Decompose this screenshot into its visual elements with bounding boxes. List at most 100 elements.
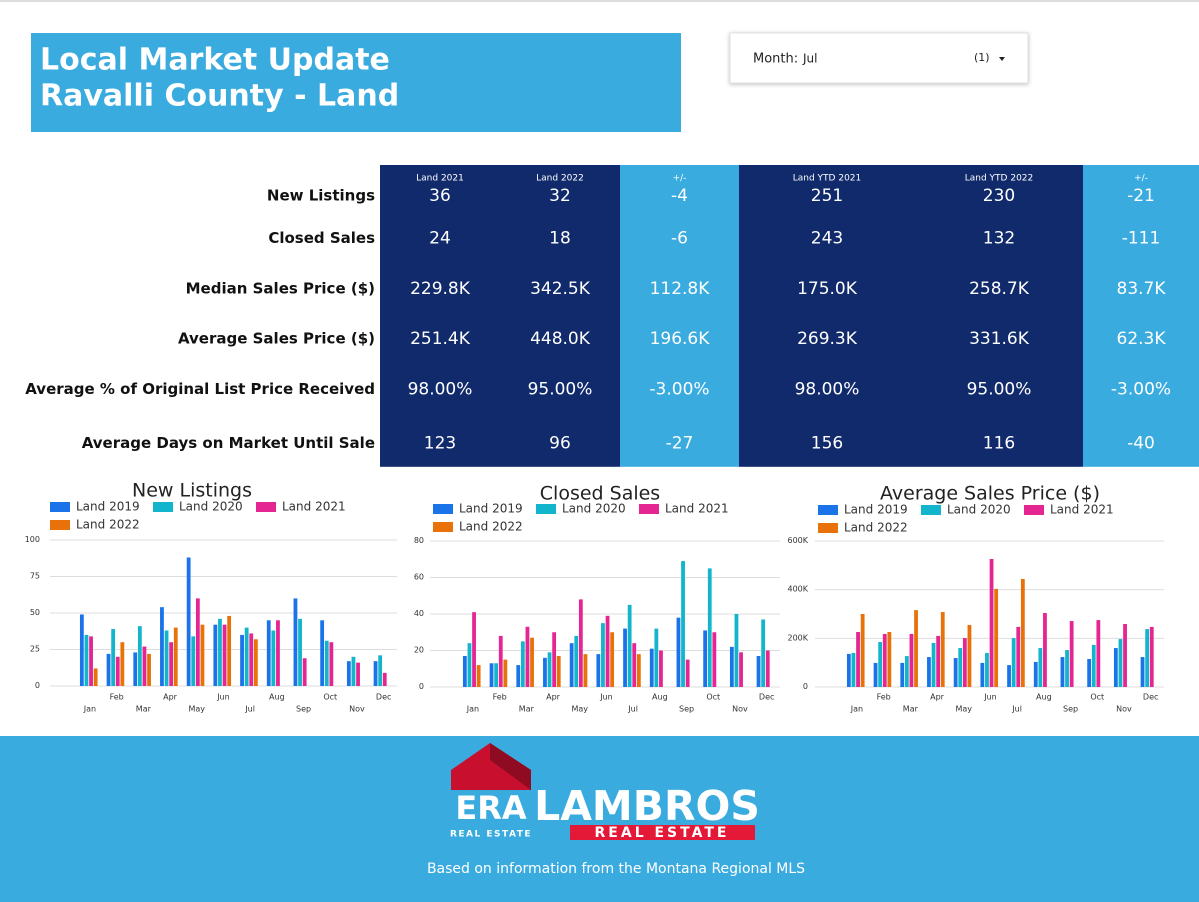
- bar: [596, 654, 601, 687]
- chart-title: New Listings: [132, 480, 252, 502]
- table-cell: 132: [983, 228, 1015, 248]
- legend-swatch: [818, 523, 838, 533]
- footer-band: [0, 736, 1199, 902]
- bar: [467, 643, 472, 687]
- x-tick-label: May: [571, 705, 588, 714]
- y-tick-label: 75: [30, 572, 40, 581]
- legend-label: Land 2019: [844, 503, 908, 517]
- table-cell: 258.7K: [969, 279, 1030, 299]
- table-column-bg: [380, 165, 500, 467]
- bar: [851, 652, 856, 687]
- table-cell: -4: [671, 186, 688, 206]
- header-banner: [31, 33, 681, 132]
- y-tick-label: 600K: [787, 536, 808, 545]
- bar: [324, 640, 329, 686]
- logo-era-sub: REAL ESTATE: [450, 830, 532, 840]
- legend-swatch: [50, 520, 70, 530]
- table-cell: 243: [811, 228, 843, 248]
- bar: [1091, 644, 1096, 687]
- table-cell: 62.3K: [1117, 329, 1167, 349]
- column-header: +/-: [673, 174, 687, 184]
- bar: [556, 655, 561, 687]
- bar: [601, 623, 605, 687]
- bar: [632, 643, 637, 687]
- bar: [739, 652, 743, 687]
- bar: [654, 628, 659, 687]
- table-cell: 156: [811, 434, 843, 454]
- filter-box[interactable]: [729, 32, 1029, 84]
- legend-swatch: [921, 505, 941, 515]
- x-tick-label: Jun: [983, 693, 997, 702]
- bar: [1069, 621, 1074, 687]
- bar: [218, 618, 222, 686]
- bar: [1140, 657, 1145, 687]
- bar: [967, 624, 972, 687]
- row-label: Median Sales Price ($): [186, 279, 375, 297]
- legend-label: Land 2021: [1050, 503, 1114, 517]
- x-tick-label: Jul: [627, 705, 638, 714]
- table-cell: 331.6K: [969, 329, 1030, 349]
- column-header: Land YTD 2022: [965, 174, 1034, 184]
- table-cell: 95.00%: [528, 379, 593, 399]
- legend-label: Land 2019: [76, 500, 140, 514]
- y-tick-label: 80: [414, 536, 424, 545]
- bar: [164, 630, 169, 686]
- bar: [909, 633, 914, 687]
- bar: [1113, 648, 1118, 687]
- bar: [1043, 613, 1047, 687]
- month-filter[interactable]: Month: Jul (1): [729, 32, 1029, 84]
- bar: [953, 658, 958, 687]
- x-tick-label: Jun: [216, 693, 230, 702]
- bar: [160, 607, 164, 686]
- bar: [712, 632, 717, 687]
- x-tick-label: Aug: [652, 693, 668, 702]
- bar: [79, 614, 84, 686]
- bar: [137, 626, 142, 686]
- y-tick-label: 60: [414, 573, 424, 582]
- table-cell: 18: [549, 228, 571, 248]
- table-cell: -6: [671, 228, 688, 248]
- bar: [873, 662, 878, 687]
- y-tick-label: 0: [803, 682, 808, 691]
- bar: [649, 648, 654, 687]
- logo-house: [451, 743, 531, 790]
- bar: [1033, 661, 1038, 687]
- legend-label: Land 2022: [76, 518, 140, 532]
- bar: [685, 659, 690, 687]
- bar: [169, 642, 174, 686]
- x-tick-label: Apr: [546, 693, 561, 702]
- table-cell: 175.0K: [797, 279, 858, 299]
- column-header: Land 2022: [536, 174, 584, 184]
- bar: [1087, 659, 1092, 687]
- legend-swatch: [818, 505, 838, 515]
- x-tick-label: Feb: [493, 693, 507, 702]
- legend-swatch: [536, 504, 556, 514]
- bar: [761, 619, 766, 687]
- bar: [373, 661, 378, 686]
- bar: [707, 568, 712, 687]
- bar: [240, 634, 244, 686]
- bar: [293, 598, 298, 686]
- bar: [610, 632, 615, 687]
- y-tick-label: 25: [30, 645, 40, 654]
- legend-swatch: [153, 502, 173, 512]
- filter-value: Jul: [802, 52, 817, 66]
- bar: [356, 662, 360, 686]
- bar: [940, 612, 945, 687]
- x-tick-label: Oct: [1090, 693, 1104, 702]
- row-label: Average Sales Price ($): [178, 330, 375, 348]
- table-cell: 251.4K: [410, 329, 471, 349]
- x-tick-label: Dec: [759, 693, 774, 702]
- bar: [525, 626, 530, 687]
- table-cell: 123: [424, 434, 456, 454]
- table-cell: 196.6K: [650, 329, 711, 349]
- table-cell: 116: [983, 434, 1015, 454]
- bar: [1038, 648, 1043, 687]
- y-tick-label: 200K: [787, 633, 808, 642]
- bar: [186, 557, 191, 686]
- table-cell: 83.7K: [1117, 279, 1167, 299]
- bar: [276, 620, 280, 686]
- legend-label: Land 2021: [665, 502, 729, 516]
- table-cell: 98.00%: [795, 379, 860, 399]
- x-tick-label: Jul: [244, 705, 255, 714]
